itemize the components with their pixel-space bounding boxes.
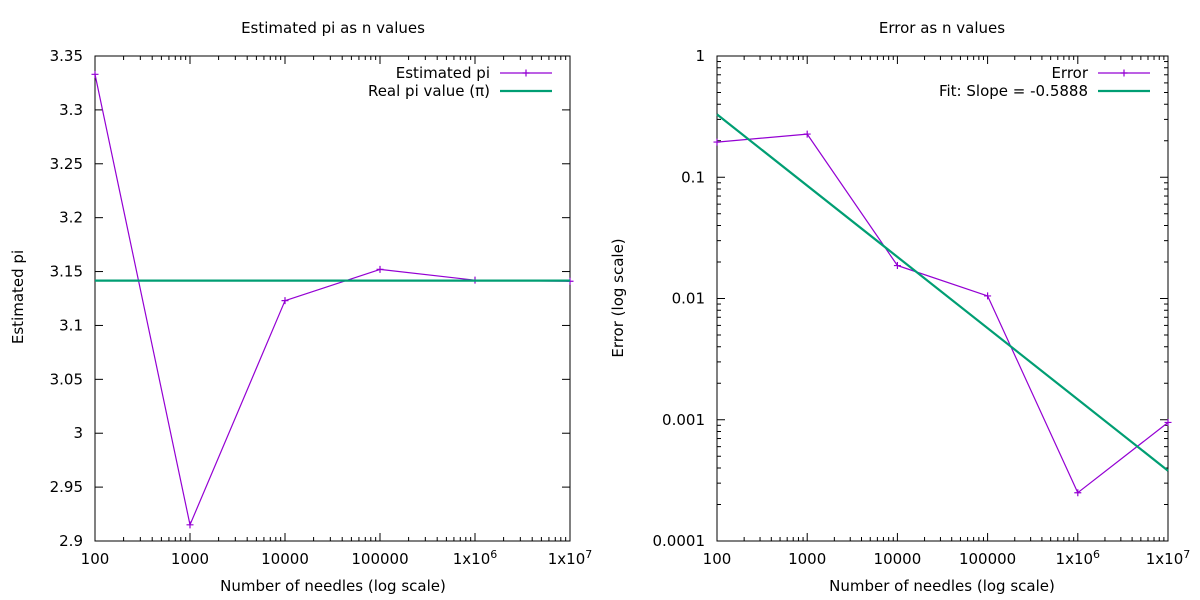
data-point-marker xyxy=(984,292,992,300)
y-axis-label: Error (log scale) xyxy=(609,238,627,357)
y-tick-label: 2.95 xyxy=(50,478,83,496)
x-tick-label: 1000 xyxy=(171,550,209,568)
data-point-marker xyxy=(376,265,384,273)
x-tick-label: 1x106 xyxy=(453,548,498,568)
estimated-pi-chart: Estimated pi as n values Number of needl… xyxy=(9,19,592,595)
y-tick-label: 0.001 xyxy=(662,411,705,429)
y-tick-label: 1 xyxy=(695,47,705,65)
series-lines xyxy=(91,70,574,529)
data-point-marker xyxy=(713,138,721,146)
y-tick-label: 3.15 xyxy=(50,263,83,281)
y-tick-label: 3.05 xyxy=(50,370,83,388)
legend-label: Error xyxy=(1051,64,1088,82)
x-tick-label: 100 xyxy=(81,550,110,568)
y-tick-label: 3 xyxy=(73,424,83,442)
x-axis-label: Number of needles (log scale) xyxy=(829,577,1055,595)
chart-title: Estimated pi as n values xyxy=(241,19,425,37)
data-point-marker xyxy=(1164,418,1172,426)
legend-marker xyxy=(1120,69,1128,77)
error-chart: Error as n values Number of needles (log… xyxy=(609,19,1190,595)
data-point-marker xyxy=(803,130,811,138)
axis-ticks: 100 1000 10000 100000 1x106 1x107 0.0001 0.001 0… xyxy=(653,47,1191,568)
series-line-reference xyxy=(716,113,1169,472)
x-tick-label: 100 xyxy=(703,550,732,568)
y-tick-label: 3.25 xyxy=(50,155,83,173)
series-line-data xyxy=(716,133,1169,494)
x-tick-label: 1000 xyxy=(788,550,826,568)
x-tick-label: 1x106 xyxy=(1056,548,1101,568)
y-tick-label: 2.9 xyxy=(59,532,83,550)
y-tick-label: 3.2 xyxy=(59,209,83,227)
plot-frame xyxy=(94,55,571,542)
legend-label: Fit: Slope = -0.5888 xyxy=(939,82,1088,100)
y-tick-label: 0.0001 xyxy=(653,532,706,550)
data-point-marker xyxy=(893,262,901,270)
y-tick-label: 0.01 xyxy=(672,290,705,308)
axis-ticks: 100 1000 10000 100000 1x106 1x107 2.9 2.95 3 3.05… xyxy=(50,47,593,568)
x-tick-label: 10000 xyxy=(261,550,309,568)
plot-frame xyxy=(716,55,1169,542)
x-tick-label: 10000 xyxy=(874,550,922,568)
data-point-marker xyxy=(1074,489,1082,497)
x-tick-label: 100000 xyxy=(351,550,408,568)
data-point-marker xyxy=(281,297,289,305)
y-tick-label: 3.3 xyxy=(59,101,83,119)
y-axis-label: Estimated pi xyxy=(9,250,27,344)
x-tick-label: 1x107 xyxy=(1146,548,1191,568)
data-point-marker xyxy=(91,70,99,78)
x-axis-label: Number of needles (log scale) xyxy=(220,577,446,595)
data-point-marker xyxy=(186,521,194,529)
series-lines xyxy=(713,113,1172,497)
y-tick-label: 0.1 xyxy=(681,168,705,186)
legend-marker xyxy=(522,69,530,77)
y-tick-label: 3.35 xyxy=(50,47,83,65)
chart-title: Error as n values xyxy=(879,19,1005,37)
series-line-data xyxy=(94,74,571,526)
legend-label: Estimated pi xyxy=(396,64,490,82)
y-tick-label: 3.1 xyxy=(59,316,83,334)
x-tick-label: 100000 xyxy=(959,550,1016,568)
legend-label: Real pi value (π) xyxy=(368,82,490,100)
x-tick-label: 1x107 xyxy=(548,548,593,568)
